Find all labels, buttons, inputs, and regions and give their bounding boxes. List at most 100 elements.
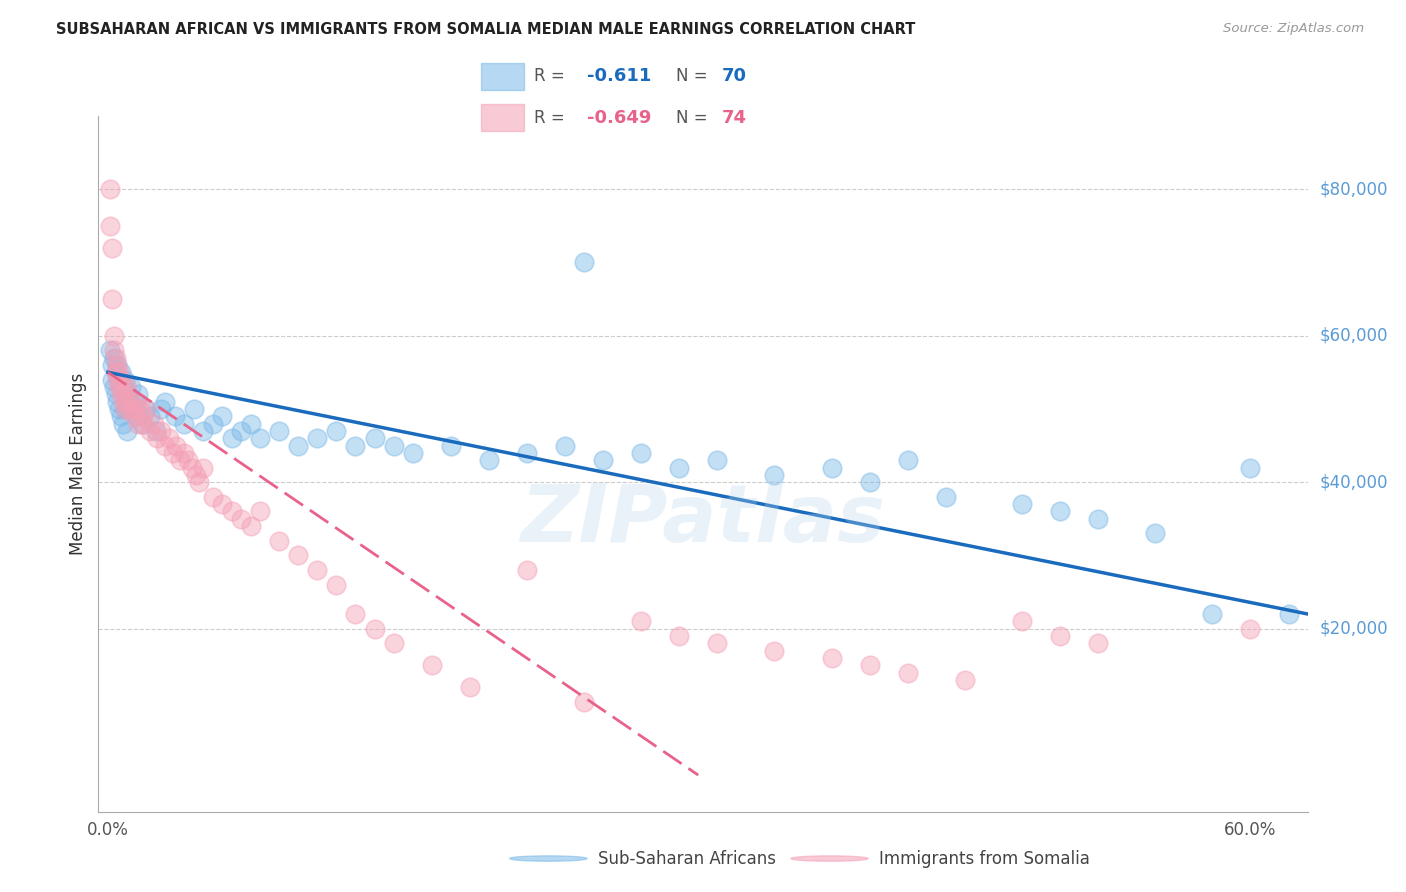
Point (107, 394, 129, 409)
Point (127, 387, 149, 401)
Point (153, 438, 176, 452)
Point (325, 424, 347, 438)
Point (173, 417, 195, 431)
Text: Source: ZipAtlas.com: Source: ZipAtlas.com (1223, 22, 1364, 36)
Point (269, 533, 291, 548)
Point (820, 460, 842, 475)
Point (1087, 512, 1109, 526)
Point (1201, 607, 1223, 621)
Point (183, 401, 205, 416)
Point (112, 417, 135, 431)
FancyBboxPatch shape (481, 104, 524, 131)
Point (110, 409, 132, 424)
Point (1049, 504, 1071, 518)
Point (325, 577, 347, 591)
Text: 74: 74 (723, 109, 747, 127)
Point (478, 453, 501, 467)
Text: $20,000: $20,000 (1320, 620, 1388, 638)
Point (516, 563, 538, 577)
Point (554, 438, 576, 452)
Point (191, 460, 214, 475)
Point (112, 380, 135, 394)
Point (142, 417, 165, 431)
Point (211, 497, 233, 511)
Point (169, 453, 191, 467)
Point (112, 380, 135, 394)
Point (173, 446, 195, 460)
Point (1011, 615, 1033, 629)
Point (157, 431, 180, 445)
Text: R =: R = (534, 109, 569, 127)
Point (103, 328, 125, 343)
Y-axis label: Median Male Earnings: Median Male Earnings (69, 373, 87, 555)
Point (135, 401, 157, 416)
Point (98, 343, 121, 358)
Point (630, 446, 652, 460)
Point (516, 446, 538, 460)
Point (146, 431, 169, 445)
Point (239, 519, 262, 533)
Point (1239, 622, 1261, 636)
Point (188, 475, 211, 490)
Point (125, 409, 148, 424)
Point (287, 438, 309, 452)
Point (108, 380, 131, 394)
Point (125, 394, 148, 409)
Point (150, 401, 173, 416)
Text: -0.649: -0.649 (586, 109, 651, 127)
Text: Immigrants from Somalia: Immigrants from Somalia (879, 849, 1090, 868)
Point (124, 394, 146, 409)
Point (162, 446, 184, 460)
Point (177, 453, 200, 467)
Point (1011, 497, 1033, 511)
Point (115, 424, 138, 438)
Point (231, 424, 253, 438)
Point (201, 417, 224, 431)
Point (120, 380, 142, 394)
Text: ZIPatlas: ZIPatlas (520, 481, 886, 558)
Point (107, 358, 129, 372)
Point (114, 401, 136, 416)
Point (668, 460, 690, 475)
Point (249, 504, 271, 518)
Point (211, 409, 233, 424)
Point (103, 343, 125, 358)
Point (127, 417, 149, 431)
Text: $60,000: $60,000 (1320, 326, 1388, 344)
Point (100, 358, 122, 372)
Point (592, 453, 614, 467)
Point (820, 651, 842, 665)
Point (191, 424, 214, 438)
Point (630, 615, 652, 629)
Text: N =: N = (676, 68, 713, 86)
Point (231, 512, 253, 526)
Point (897, 453, 920, 467)
Point (239, 417, 262, 431)
Point (135, 401, 157, 416)
Point (104, 351, 127, 365)
Circle shape (792, 855, 869, 862)
Text: Sub-Saharan Africans: Sub-Saharan Africans (598, 849, 776, 868)
Point (763, 643, 786, 657)
Point (115, 380, 138, 394)
Point (153, 394, 176, 409)
Point (108, 373, 131, 387)
Point (420, 658, 443, 673)
Point (166, 438, 188, 452)
Point (706, 453, 728, 467)
Point (124, 409, 146, 424)
Point (307, 563, 329, 577)
Point (287, 549, 309, 563)
Text: $80,000: $80,000 (1320, 180, 1388, 198)
Point (269, 424, 291, 438)
Text: -0.611: -0.611 (586, 68, 651, 86)
Point (344, 607, 367, 621)
Point (134, 417, 156, 431)
Point (163, 409, 186, 424)
Point (382, 438, 405, 452)
Point (98, 182, 121, 196)
Point (401, 446, 423, 460)
Point (139, 409, 162, 424)
Point (107, 358, 129, 372)
Point (897, 665, 920, 680)
